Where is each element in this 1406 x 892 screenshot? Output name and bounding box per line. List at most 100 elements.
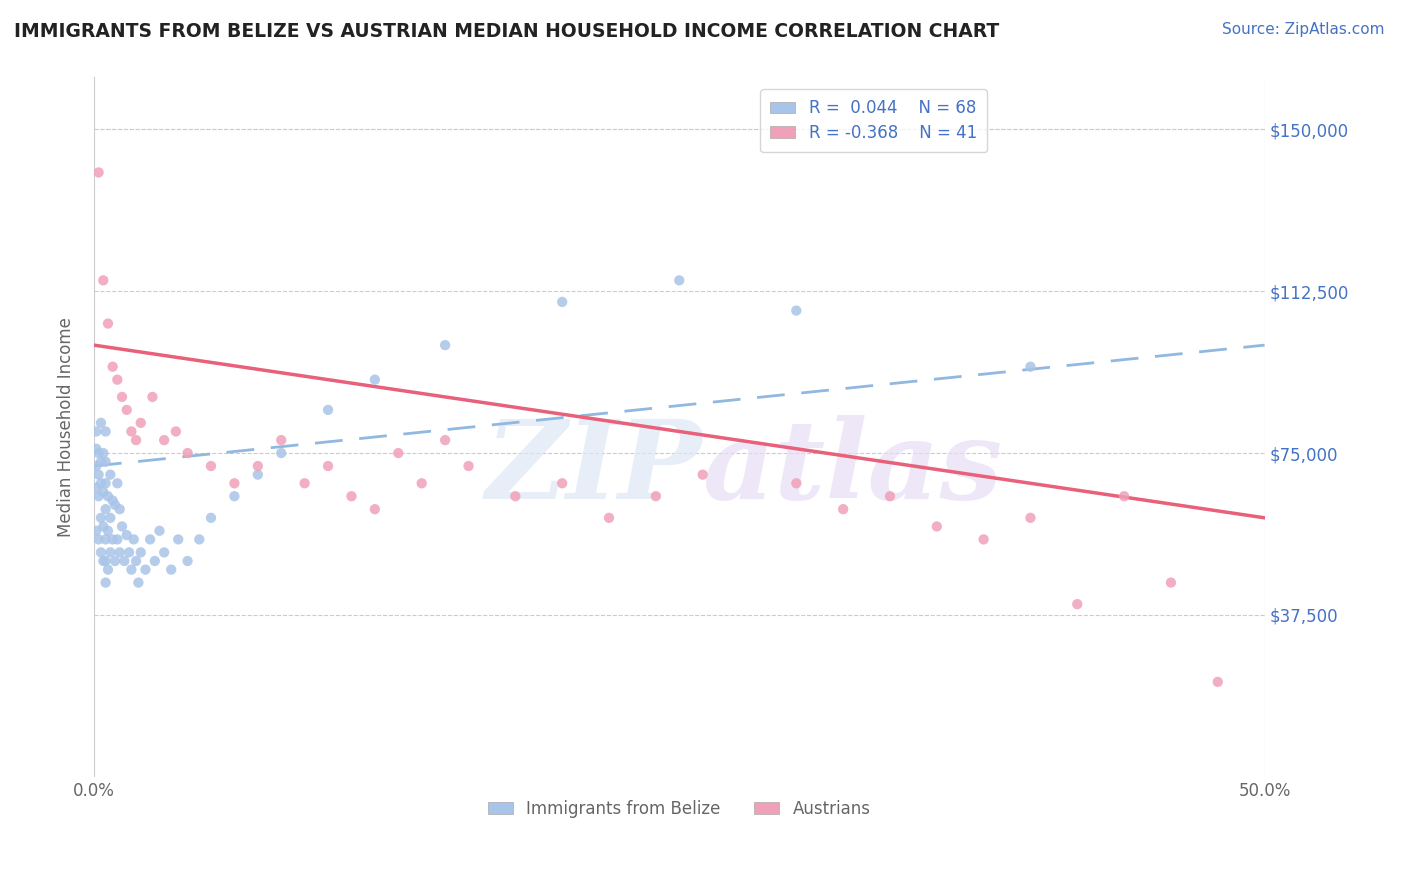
- Point: [101, 533, 124, 547]
- Point: [1066, 597, 1088, 611]
- Text: atlas: atlas: [703, 416, 1002, 523]
- Y-axis label: Median Household Income: Median Household Income: [58, 318, 75, 537]
- Point: [200, 511, 222, 525]
- Point: [87, 533, 110, 547]
- Point: [785, 303, 807, 318]
- Point: [167, 533, 190, 547]
- Point: [434, 338, 457, 352]
- Point: [90, 416, 112, 430]
- Point: [98, 467, 121, 482]
- Point: [668, 273, 690, 287]
- Point: [94, 575, 117, 590]
- Point: [105, 373, 128, 387]
- Point: [224, 489, 246, 503]
- Point: [97, 489, 120, 503]
- Point: [129, 545, 152, 559]
- Point: [94, 502, 117, 516]
- Point: [141, 390, 163, 404]
- Point: [785, 476, 807, 491]
- Point: [108, 545, 131, 559]
- Point: [270, 433, 292, 447]
- Point: [104, 498, 127, 512]
- Point: [84, 458, 107, 473]
- Point: [84, 481, 107, 495]
- Point: [134, 563, 156, 577]
- Text: Source: ZipAtlas.com: Source: ZipAtlas.com: [1222, 22, 1385, 37]
- Point: [84, 524, 107, 538]
- Point: [176, 554, 198, 568]
- Point: [111, 390, 134, 404]
- Point: [200, 458, 222, 473]
- Point: [160, 563, 183, 577]
- Point: [153, 433, 176, 447]
- Point: [644, 489, 666, 503]
- Point: [143, 554, 166, 568]
- Point: [120, 563, 142, 577]
- Point: [316, 458, 339, 473]
- Point: [94, 554, 117, 568]
- Point: [105, 533, 128, 547]
- Point: [118, 545, 141, 559]
- Point: [111, 519, 134, 533]
- Point: [91, 554, 114, 568]
- Point: [84, 442, 107, 456]
- Point: [148, 524, 170, 538]
- Point: [91, 519, 114, 533]
- Point: [120, 425, 142, 439]
- Point: [1160, 575, 1182, 590]
- Point: [90, 511, 112, 525]
- Point: [434, 433, 457, 447]
- Point: [364, 502, 387, 516]
- Point: [94, 533, 117, 547]
- Point: [551, 295, 574, 310]
- Point: [108, 502, 131, 516]
- Point: [224, 476, 246, 491]
- Point: [90, 476, 112, 491]
- Point: [129, 416, 152, 430]
- Point: [1114, 489, 1136, 503]
- Point: [505, 489, 527, 503]
- Point: [127, 575, 149, 590]
- Point: [246, 467, 269, 482]
- Point: [692, 467, 714, 482]
- Point: [94, 425, 117, 439]
- Point: [176, 446, 198, 460]
- Point: [90, 545, 112, 559]
- Point: [1206, 674, 1229, 689]
- Point: [153, 545, 176, 559]
- Point: [270, 446, 292, 460]
- Point: [411, 476, 433, 491]
- Point: [94, 455, 117, 469]
- Point: [125, 554, 148, 568]
- Point: [115, 403, 138, 417]
- Point: [364, 373, 387, 387]
- Point: [1019, 359, 1042, 374]
- Legend: Immigrants from Belize, Austrians: Immigrants from Belize, Austrians: [481, 793, 877, 824]
- Point: [457, 458, 479, 473]
- Text: IMMIGRANTS FROM BELIZE VS AUSTRIAN MEDIAN HOUSEHOLD INCOME CORRELATION CHART: IMMIGRANTS FROM BELIZE VS AUSTRIAN MEDIA…: [14, 22, 1000, 41]
- Point: [879, 489, 901, 503]
- Point: [98, 511, 121, 525]
- Point: [94, 476, 117, 491]
- Point: [188, 533, 211, 547]
- Point: [98, 545, 121, 559]
- Point: [115, 528, 138, 542]
- Point: [87, 446, 110, 460]
- Point: [97, 524, 120, 538]
- Point: [105, 476, 128, 491]
- Point: [112, 554, 135, 568]
- Point: [246, 458, 269, 473]
- Point: [91, 273, 114, 287]
- Point: [91, 446, 114, 460]
- Point: [925, 519, 948, 533]
- Point: [87, 165, 110, 179]
- Point: [87, 489, 110, 503]
- Point: [340, 489, 363, 503]
- Point: [122, 533, 145, 547]
- Point: [97, 317, 120, 331]
- Point: [832, 502, 855, 516]
- Text: ZIP: ZIP: [486, 416, 703, 523]
- Point: [1019, 511, 1042, 525]
- Point: [387, 446, 409, 460]
- Point: [598, 511, 620, 525]
